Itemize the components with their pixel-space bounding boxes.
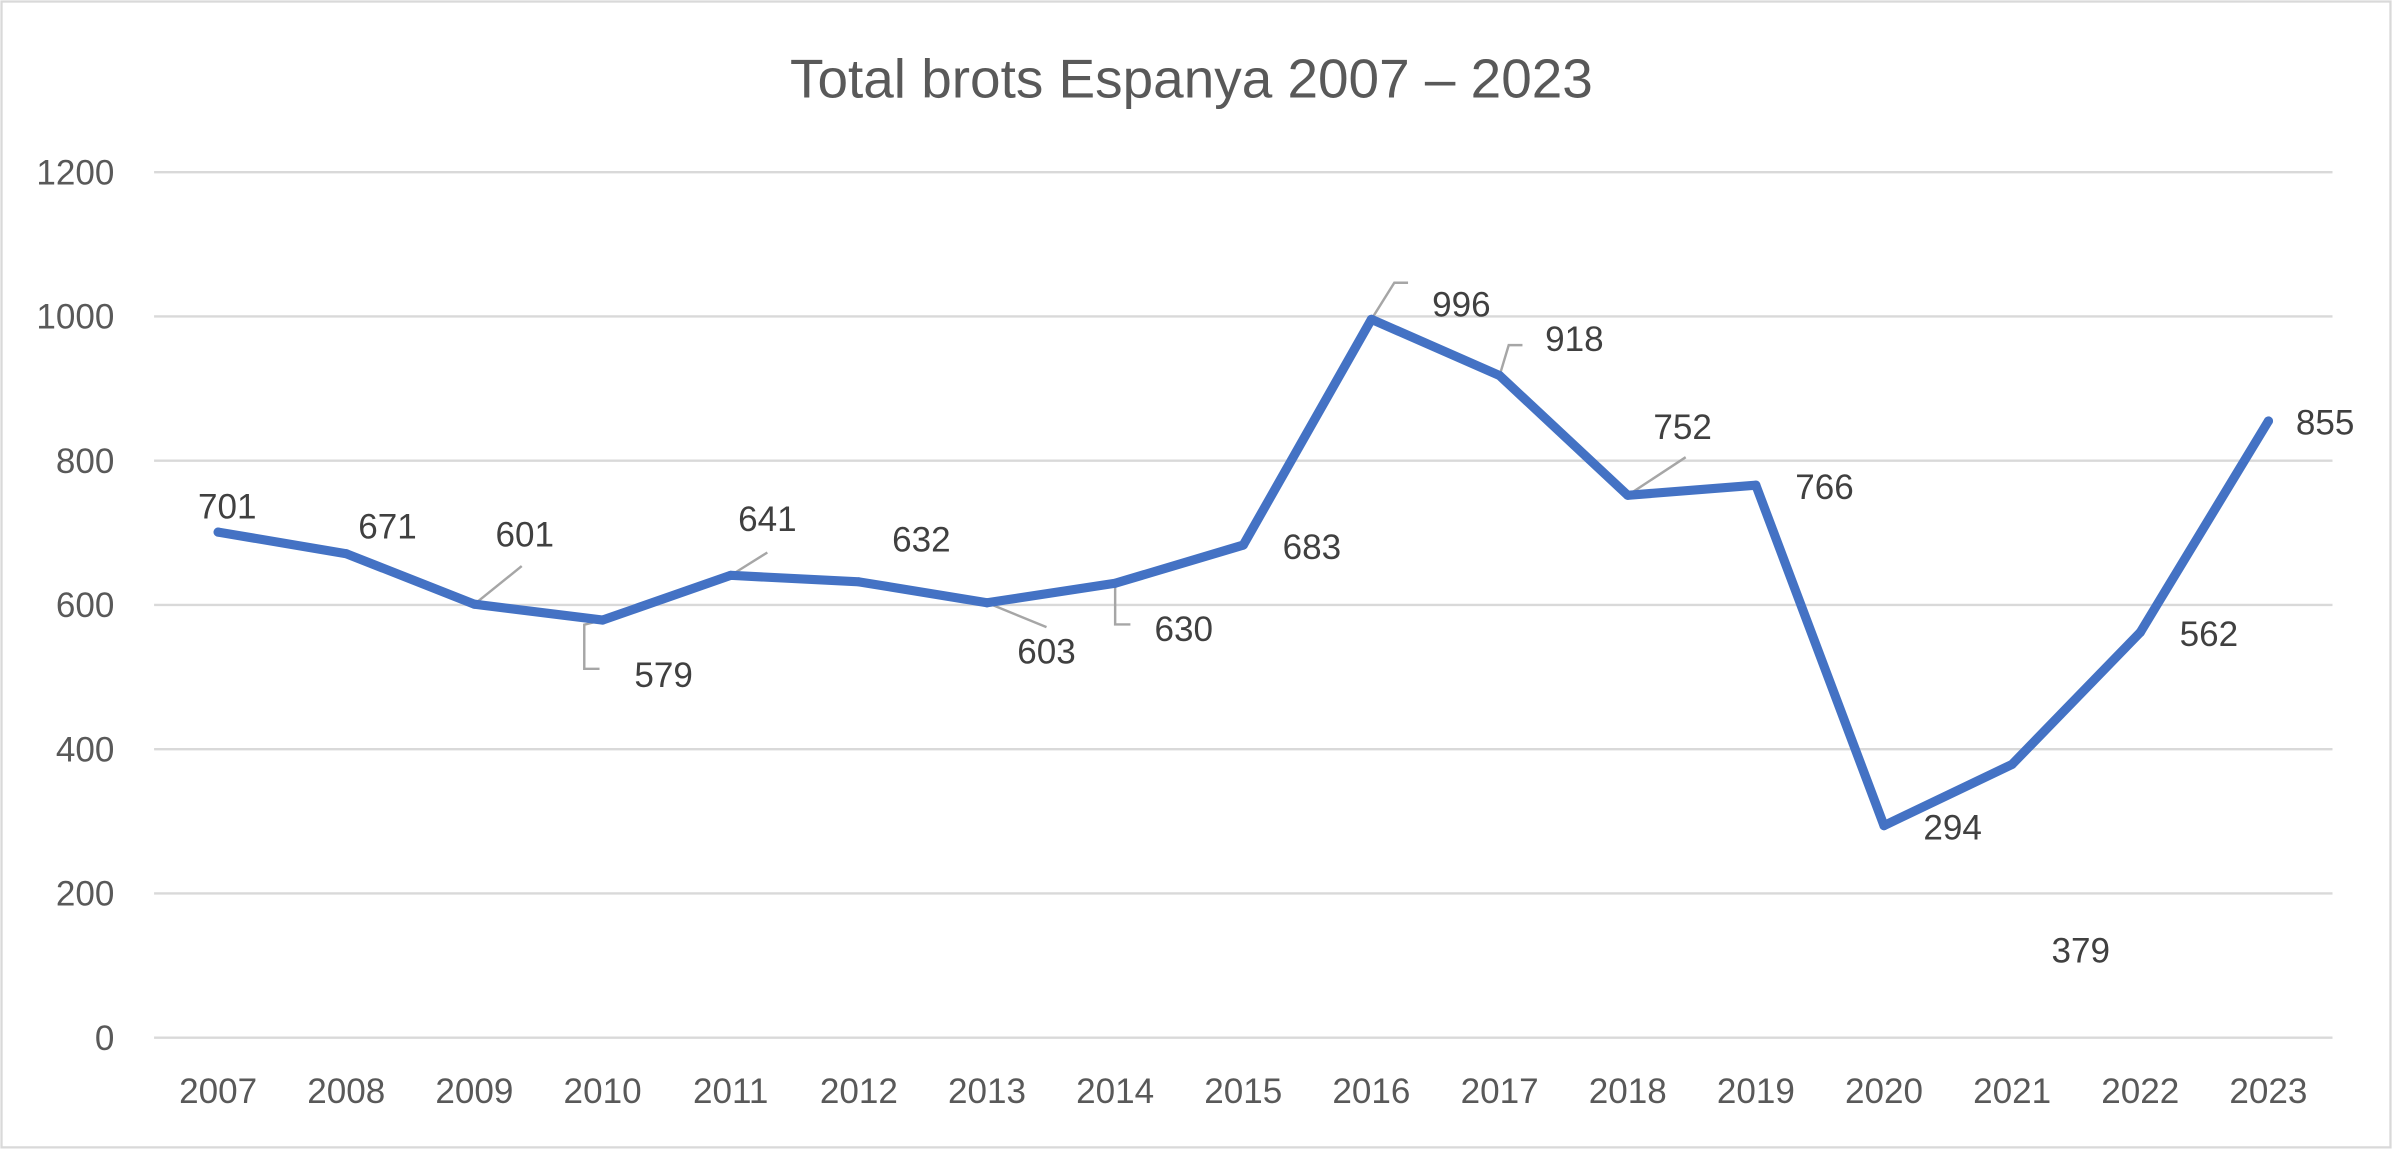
x-tick-label: 2010 — [564, 1072, 642, 1111]
data-point — [1366, 314, 1377, 324]
data-point — [469, 599, 480, 609]
data-point — [341, 549, 351, 559]
x-tick-label: 2014 — [1076, 1072, 1154, 1111]
data-label-leader — [986, 601, 1047, 629]
y-tick-label: 1200 — [36, 153, 114, 192]
data-point — [598, 615, 608, 625]
series-group — [213, 314, 2274, 831]
data-point — [1110, 578, 1120, 588]
y-axis-tick-labels: 0 200 400 600 800 1000 1200 — [36, 153, 114, 1057]
data-point — [213, 527, 223, 537]
x-tick-label: 2020 — [1845, 1072, 1923, 1111]
data-label: 603 — [1017, 633, 1076, 672]
x-tick-label: 2021 — [1973, 1072, 2051, 1111]
x-tick-label: 2009 — [435, 1072, 513, 1111]
x-tick-label: 2013 — [948, 1072, 1026, 1111]
x-tick-label: 2023 — [2229, 1072, 2307, 1111]
data-point — [854, 577, 864, 587]
x-tick-label: 2011 — [693, 1072, 768, 1111]
data-label: 601 — [496, 515, 555, 554]
data-point — [1238, 540, 1248, 550]
data-point — [2135, 627, 2145, 637]
x-tick-label: 2008 — [307, 1072, 385, 1111]
data-point — [2263, 416, 2274, 426]
data-label-leader — [1498, 343, 1523, 376]
data-label: 683 — [1283, 528, 1342, 567]
data-label: 671 — [358, 507, 417, 546]
y-tick-label: 400 — [56, 730, 115, 769]
y-tick-label: 600 — [56, 586, 115, 625]
data-label: 855 — [2296, 404, 2355, 443]
x-tick-label: 2022 — [2101, 1072, 2179, 1111]
x-tick-label: 2015 — [1204, 1072, 1282, 1111]
data-label: 379 — [2052, 931, 2111, 970]
data-label-leader — [1627, 456, 1687, 497]
data-labels: 701 671 601 579 641 632 603 630 683 996 918 752 766 2… — [198, 285, 2354, 970]
x-tick-label: 2016 — [1332, 1072, 1410, 1111]
data-label: 562 — [2180, 615, 2239, 654]
x-tick-label: 2019 — [1717, 1072, 1795, 1111]
x-tick-label: 2012 — [820, 1072, 898, 1111]
y-tick-label: 0 — [95, 1019, 115, 1058]
data-label: 641 — [738, 500, 797, 539]
gridlines — [154, 170, 2333, 1039]
data-point — [1623, 490, 1633, 500]
data-label: 752 — [1653, 408, 1712, 447]
y-tick-label: 200 — [56, 875, 115, 914]
data-point — [726, 570, 736, 580]
data-point — [1879, 821, 1889, 831]
chart-title: Total brots Espanya 2007 – 2023 — [790, 48, 1593, 110]
x-tick-label: 2017 — [1461, 1072, 1539, 1111]
data-label-leader — [1370, 281, 1409, 320]
data-label: 632 — [892, 520, 951, 559]
data-label: 766 — [1795, 468, 1854, 507]
data-label: 918 — [1545, 320, 1604, 359]
y-tick-label: 800 — [56, 442, 115, 481]
data-point — [2007, 759, 2017, 769]
data-label-leader — [1113, 583, 1131, 626]
data-label: 996 — [1432, 285, 1491, 324]
data-label-leader — [473, 565, 523, 606]
data-point — [1495, 371, 1505, 381]
y-tick-label: 1000 — [36, 298, 114, 337]
data-point — [1751, 480, 1761, 490]
x-axis-tick-labels: 2007 2008 2009 2010 2011 2012 2013 2014 2015 2016… — [179, 1072, 2307, 1111]
x-tick-label: 2018 — [1589, 1072, 1667, 1111]
x-tick-label: 2007 — [179, 1072, 257, 1111]
data-label: 579 — [634, 656, 693, 695]
data-label: 630 — [1155, 610, 1214, 649]
data-label: 294 — [1923, 808, 1982, 847]
data-label: 701 — [198, 487, 257, 526]
data-point — [982, 598, 992, 608]
